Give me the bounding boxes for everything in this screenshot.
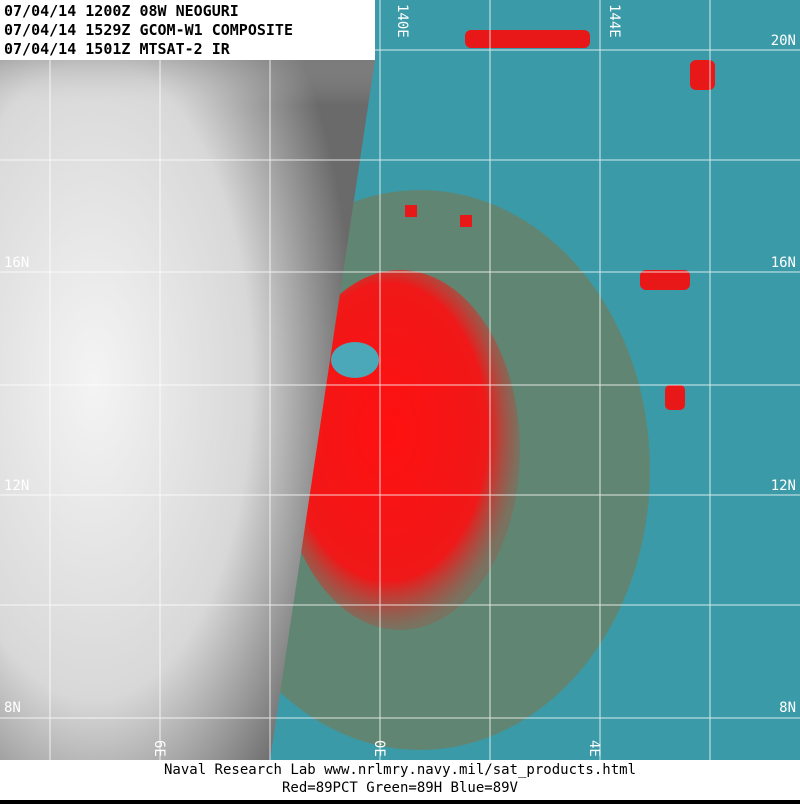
lat-label: 12N [771,478,796,494]
graticule [0,0,800,760]
header-box [0,0,375,60]
eye [331,342,379,378]
footer-line: Red=89PCT Green=89H Blue=89V [282,780,519,796]
lon-label: 144E [606,4,622,38]
ir-cold-top [0,0,375,300]
header-line: 07/04/14 1200Z 08W NEOGURI [4,2,239,20]
lon-label: 140E [394,4,410,38]
header-line: 07/04/14 1529Z GCOM-W1 COMPOSITE [4,21,293,39]
lat-label: 20N [771,33,796,49]
lon-label: 6E [151,740,167,757]
footer-box [0,760,800,800]
lon-label: 4E [586,740,602,757]
lon-label: 0E [371,740,387,757]
header-line: 07/04/14 1501Z MTSAT-2 IR [4,40,231,58]
lat-label: 8N [4,700,21,716]
lat-label: 12N [4,478,29,494]
footer-line: Naval Research Lab www.nrlmry.navy.mil/s… [164,762,636,778]
lat-label: 16N [4,255,29,271]
lat-label: 16N [771,255,796,271]
lat-label: 8N [779,700,796,716]
island-signal [405,30,715,410]
